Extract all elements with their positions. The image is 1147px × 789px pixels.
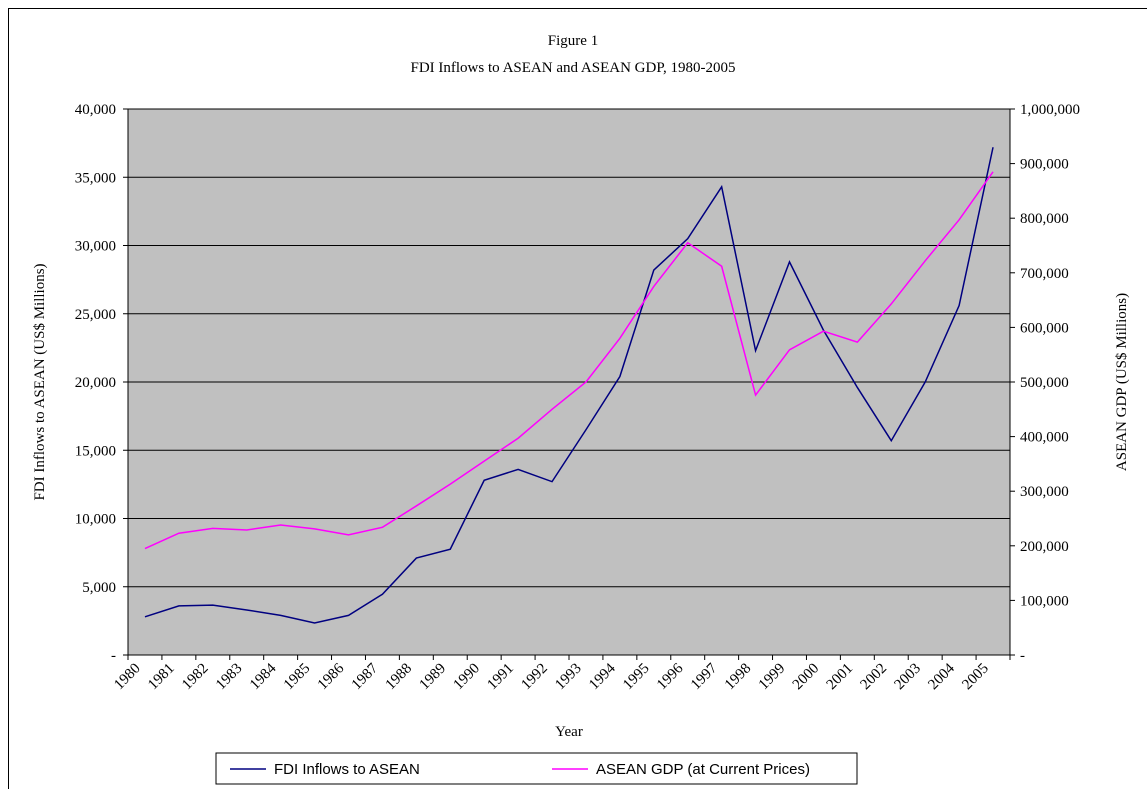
y-tick-label: - <box>111 648 116 664</box>
legend-box <box>215 752 858 785</box>
y2-tick-label: 900,000 <box>1020 157 1069 173</box>
x-axis-label: Year <box>555 724 583 740</box>
y2-tick-label: 600,000 <box>1020 320 1069 336</box>
y-tick-label: 25,000 <box>75 307 116 323</box>
chart-title: Figure 1 <box>548 33 598 49</box>
y2-tick-label: 1,000,000 <box>1020 102 1080 118</box>
legend-label: ASEAN GDP (at Current Prices) <box>596 761 810 778</box>
y2-axis-label: ASEAN GDP (US$ Millions) <box>1114 293 1130 471</box>
y-axis-label: FDI Inflows to ASEAN (US$ Millions) <box>32 263 48 500</box>
y-tick-label: 40,000 <box>75 102 116 118</box>
chart-subtitle: FDI Inflows to ASEAN and ASEAN GDP, 1980… <box>410 60 735 76</box>
series-line <box>144 147 994 624</box>
y2-tick-label: 100,000 <box>1020 593 1069 609</box>
y2-tick-label: 800,000 <box>1020 211 1069 227</box>
legend-label: FDI Inflows to ASEAN <box>274 761 420 778</box>
series-line <box>144 171 994 550</box>
y-tick-label: 30,000 <box>75 239 116 255</box>
y-tick-label: 35,000 <box>75 170 116 186</box>
y-tick-label: 20,000 <box>75 375 116 391</box>
y-tick-label: 5,000 <box>82 580 116 596</box>
y2-tick-label: 300,000 <box>1020 484 1069 500</box>
y2-tick-label: - <box>1020 648 1025 664</box>
y-tick-label: 15,000 <box>75 443 116 459</box>
y2-tick-label: 400,000 <box>1020 430 1069 446</box>
y-tick-label: 10,000 <box>75 512 116 528</box>
y2-tick-label: 200,000 <box>1020 539 1069 555</box>
y2-tick-label: 700,000 <box>1020 266 1069 282</box>
y2-tick-label: 500,000 <box>1020 375 1069 391</box>
